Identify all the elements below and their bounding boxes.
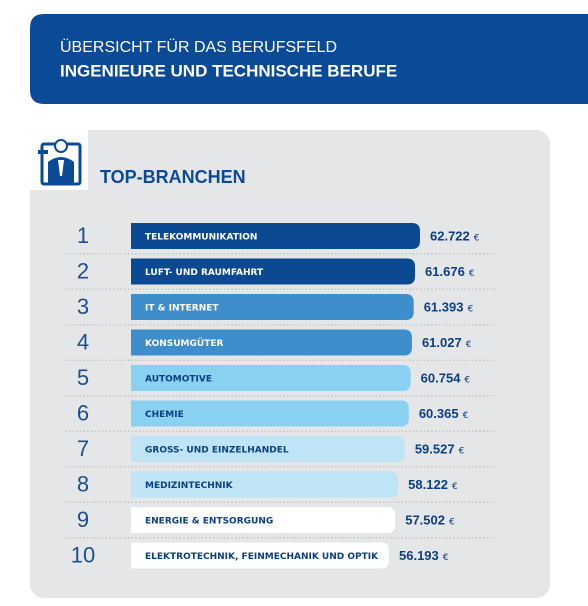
value-label: 61.676: [425, 264, 465, 279]
rank: 6: [77, 400, 89, 425]
bar-label: LUFT- UND RAUMFAHRT: [145, 268, 264, 278]
value-label: 56.193: [399, 548, 439, 563]
icon: [38, 139, 82, 186]
value-unit: €: [467, 305, 473, 315]
value-unit: €: [464, 376, 470, 386]
rank: 10: [71, 542, 95, 567]
bar-label: ELEKTROTECHNIK, FEINMECHANIK UND OPTIK: [145, 552, 379, 562]
bar-label: MEDIZINTECHNIK: [145, 481, 234, 491]
value-label: 57.502: [405, 512, 445, 527]
bar-label: KONSUMGÜTER: [145, 338, 223, 349]
rank: 7: [77, 436, 89, 461]
value-unit: €: [463, 411, 469, 421]
bar: [131, 365, 411, 391]
bar-label: AUTOMOTIVE: [145, 375, 212, 385]
value-label: 60.365: [419, 406, 459, 421]
header-band: [30, 14, 588, 104]
rank: 3: [77, 294, 89, 319]
bar-label: GROSS- UND EINZELHANDEL: [145, 446, 289, 456]
bars: 1 TELEKOMMUNIKATION 62.722 €2 LUFT- UND RAUM…: [65, 223, 495, 569]
rank: 9: [77, 507, 89, 532]
header-subtitle: ÜBERSICHT FÜR DAS BERUFSFELD: [60, 38, 337, 56]
rank: 2: [77, 258, 89, 283]
bar: [131, 436, 405, 462]
bar: [131, 329, 412, 356]
bar: [131, 258, 416, 285]
bar: [131, 223, 421, 249]
rank: 1: [77, 223, 89, 248]
value-label: 61.393: [424, 299, 464, 314]
rank: 5: [77, 365, 89, 390]
value-unit: €: [449, 518, 455, 528]
bar-label: CHEMIE: [145, 410, 184, 420]
value-unit: €: [459, 447, 465, 457]
value-label: 59.527: [415, 441, 455, 456]
value-unit: €: [469, 269, 475, 279]
value-unit: €: [443, 553, 449, 563]
bar: [131, 400, 409, 427]
chart-title: TOP-BRANCHEN: [100, 167, 246, 187]
value-label: 61.027: [422, 335, 462, 350]
bar-label: ENERGIE & ENTSORGUNG: [145, 517, 273, 527]
value-label: 60.754: [421, 370, 462, 385]
value-label: 62.722: [430, 228, 470, 243]
bar-label: TELEKOMMUNIKATION: [145, 233, 257, 243]
rank: 8: [77, 471, 89, 496]
bar: [131, 294, 414, 320]
value-label: 58.122: [408, 477, 448, 492]
value-unit: €: [452, 482, 458, 492]
bar: [131, 542, 390, 569]
header-title: INGENIEURE UND TECHNISCHE BERUFE: [60, 61, 397, 80]
bar: [131, 507, 396, 533]
bar-label: IT & INTERNET: [145, 304, 219, 314]
value-unit: €: [466, 340, 472, 350]
bar: [131, 471, 399, 498]
rank: 4: [77, 329, 89, 354]
value-unit: €: [474, 234, 480, 244]
